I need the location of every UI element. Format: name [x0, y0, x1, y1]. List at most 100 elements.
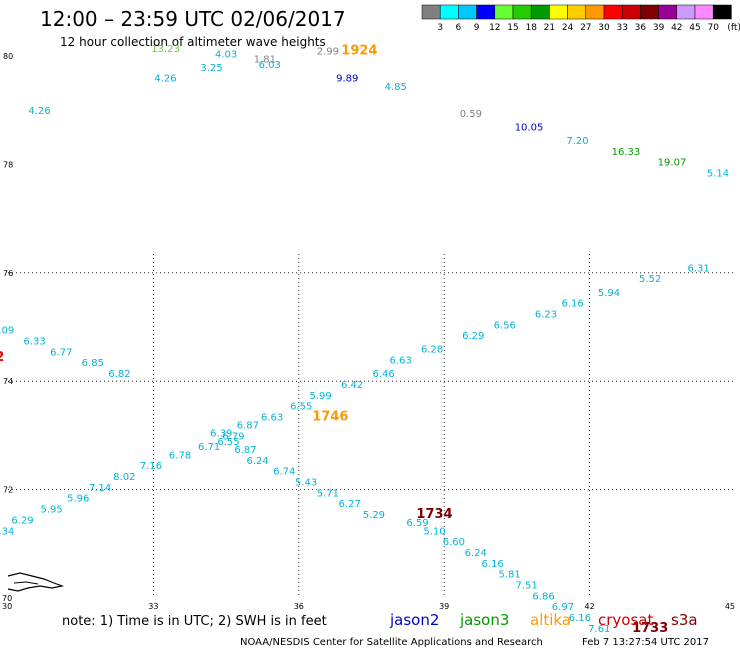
wave-height-value: 6.60: [443, 537, 465, 548]
satellite-name: altika: [530, 611, 571, 629]
wave-height-value: 7.16: [140, 461, 162, 472]
wave-height-value: 7.51: [515, 580, 537, 591]
legend-swatch: [676, 4, 696, 20]
y-tick-label: 72: [3, 486, 13, 495]
wave-height-value: 16.33: [612, 147, 641, 158]
legend-tick-label: 15: [507, 23, 518, 33]
legend-swatch: [640, 4, 659, 20]
wave-height-value: 6.55: [290, 402, 312, 413]
legend-tick-label: 9: [474, 23, 480, 33]
legend-swatch: [567, 4, 587, 20]
coastline-fragment: [7, 572, 65, 592]
satellite-name: jason3: [459, 611, 509, 629]
axis-tick-labels: 30 33 36 39 42 45 72 74 76 78 80 70: [2, 52, 735, 611]
x-tick-label: 36: [294, 602, 304, 611]
wave-height-value: 5.43: [295, 477, 317, 488]
satellite-name: cryosat: [598, 611, 653, 629]
wave-height-value: 2.99: [317, 47, 339, 58]
legend-tick-label: 70: [707, 23, 719, 33]
wave-height-value: 6.42: [341, 380, 363, 391]
footer-timestamp: Feb 7 13:27:54 UTC 2017: [582, 637, 709, 648]
wave-height-value: 6.29: [462, 331, 484, 342]
legend-swatch: [585, 4, 605, 20]
satellite-legend: jason2 jason3 altika cryosat s3a: [389, 611, 698, 629]
legend-swatch: [549, 4, 568, 20]
legend-tick-label: 3: [437, 23, 443, 33]
wave-height-value: 8.02: [113, 472, 135, 483]
legend-swatch: [530, 4, 550, 20]
wave-height-value: 5.94: [598, 288, 620, 299]
y-tick-label: 78: [3, 160, 13, 169]
legend-swatch: [494, 4, 514, 20]
time-marker-label: 1746: [312, 409, 348, 424]
legend-swatch: [458, 4, 477, 20]
wave-height-value: 6.55: [217, 437, 239, 448]
wave-height-value: 5.52: [639, 274, 661, 285]
wave-height-value: 6.46: [372, 369, 394, 380]
wave-height-value: 13.23: [151, 44, 180, 55]
wave-height-value: 6.16: [482, 559, 504, 570]
footer-credit: NOAA/NESDIS Center for Satellite Applica…: [240, 637, 543, 648]
footer-note: note: 1) Time is in UTC; 2) SWH is in fe…: [62, 614, 327, 629]
legend-tick-label: 21: [544, 23, 555, 33]
legend-swatch: [512, 4, 532, 20]
time-marker-label: 1924: [341, 44, 377, 59]
wave-height-value: 6.23: [535, 309, 557, 320]
satellite-name: s3a: [671, 611, 698, 629]
legend-tick-label: 42: [671, 23, 682, 33]
wave-height-value: 1.81: [254, 55, 276, 66]
wave-height-value: 6.28: [421, 345, 443, 356]
wave-height-value: 6.03: [259, 60, 281, 71]
legend-tick-label: 27: [580, 23, 591, 33]
legend-swatch: [694, 4, 714, 20]
wave-height-value: 3.25: [200, 63, 222, 74]
wave-height-points: 4.26 4.26 13.23 3.25 4.03 1.816.03 2.99 1924 9.8…: [0, 44, 729, 636]
wave-height-value: 10.05: [515, 122, 544, 133]
time-marker-label: 1734: [416, 507, 452, 522]
wave-height-value: 5.10: [423, 526, 445, 537]
wave-height-value: 19.07: [658, 158, 687, 169]
wave-height-value: 6.97: [552, 602, 574, 613]
wave-height-value: 6.09: [0, 326, 14, 337]
wave-height-value: 5.95: [40, 505, 62, 516]
legend-unit: (ft): [727, 23, 740, 33]
x-tick-label: 42: [585, 602, 595, 611]
wave-height-value: 6.63: [261, 412, 283, 423]
legend-tick-label: 45: [689, 23, 700, 33]
wave-height-value: 9.89: [336, 74, 358, 85]
wave-height-value: 6.87: [234, 445, 256, 456]
legend-tick-label: 18: [525, 23, 537, 33]
x-tick-label: 45: [725, 602, 735, 611]
chart-title: 12:00 – 23:59 UTC 02/06/2017: [40, 7, 346, 31]
wave-height-value: 4.85: [385, 82, 407, 93]
wave-height-value: 5.29: [363, 510, 385, 521]
wave-height-value: 6.33: [24, 337, 46, 348]
wave-height-value: 4.26: [28, 106, 50, 117]
wave-height-value: 7.20: [566, 136, 588, 147]
legend-tick-label: 6: [456, 23, 462, 33]
x-tick-label: 33: [148, 602, 158, 611]
legend-tick-label: 12: [489, 23, 500, 33]
wave-height-value: 5.14: [707, 169, 729, 180]
legend-swatch: [439, 4, 459, 20]
wave-height-value: 6.29: [11, 515, 33, 526]
wave-height-value: 4.03: [215, 49, 237, 60]
legend-tick-label: 33: [616, 23, 627, 33]
wave-height-value: 6.86: [532, 591, 554, 602]
x-tick-label: 30: [2, 602, 12, 611]
color-legend: 3 6 9 12 15 18 21 24 27 30 33 36 39 42 45 70 (ft): [421, 4, 740, 33]
wave-height-value: 6.82: [108, 369, 130, 380]
legend-tick-label: 30: [598, 23, 610, 33]
wave-height-value: 6.79: [222, 431, 244, 442]
wave-height-value: 5.71: [317, 488, 339, 499]
y-tick-label: 80: [3, 52, 13, 61]
wave-height-value: 6.63: [389, 356, 411, 367]
legend-swatch: [712, 4, 732, 20]
wave-height-value: 5.96: [67, 494, 89, 505]
y-tick-label: 74: [3, 377, 13, 386]
wave-height-value: 4.26: [154, 74, 176, 85]
wave-height-value: 6.85: [82, 358, 104, 369]
wave-height-value: 6.39: [210, 429, 232, 440]
wave-height-value: 5.99: [309, 391, 331, 402]
